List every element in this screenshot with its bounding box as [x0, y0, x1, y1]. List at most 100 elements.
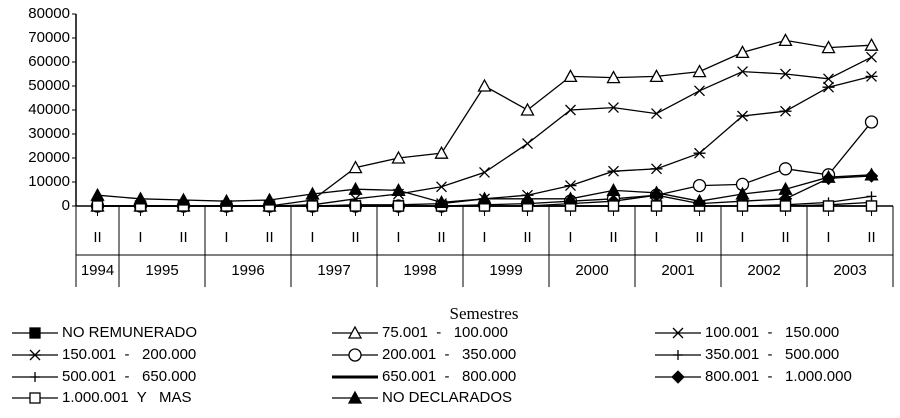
marker [736, 200, 749, 212]
x-tick-label: I [654, 229, 658, 246]
marker [735, 45, 750, 59]
legend-label: 500.001 - 650.000 [62, 368, 196, 385]
year-label: 2002 [747, 262, 780, 279]
marker [30, 372, 40, 382]
legend-label: 350.001 - 500.000 [705, 346, 839, 363]
marker [29, 392, 41, 404]
marker [436, 181, 447, 193]
y-tick-label: 40000 [28, 101, 70, 118]
x-tick-label: II [867, 229, 875, 246]
marker [694, 85, 705, 97]
marker [434, 145, 449, 159]
legend-label: 1.000.001 Y MAS [62, 389, 192, 406]
marker [864, 37, 879, 51]
marker [608, 102, 619, 114]
legend-label: 75.001 - 100.000 [382, 324, 508, 341]
marker [649, 185, 664, 199]
marker [565, 104, 576, 116]
marker [29, 327, 41, 339]
series-line [97, 75, 872, 207]
x-tick-label: I [568, 229, 572, 246]
marker [564, 180, 577, 192]
marker [347, 390, 363, 404]
marker [671, 370, 685, 384]
y-tick-label: 70000 [28, 29, 70, 46]
marker [305, 186, 320, 200]
y-tick-label: 80000 [28, 5, 70, 22]
year-label: 1999 [489, 262, 522, 279]
year-label: 1997 [317, 262, 350, 279]
marker [866, 51, 877, 63]
marker [133, 191, 148, 205]
x-tick-label: I [396, 229, 400, 246]
marker [735, 186, 750, 200]
marker [737, 66, 748, 78]
marker [563, 69, 578, 83]
x-tick-label: I [310, 229, 314, 246]
marker [520, 102, 535, 116]
marker [778, 33, 793, 47]
marker [262, 192, 277, 206]
year-label: 1994 [81, 262, 114, 279]
y-tick-label: 20000 [28, 149, 70, 166]
marker [822, 200, 835, 212]
marker [176, 192, 191, 206]
marker [91, 200, 104, 212]
year-label: 1998 [403, 262, 436, 279]
x-tick-label: I [826, 229, 830, 246]
marker [607, 200, 620, 212]
marker [349, 200, 362, 212]
marker [821, 169, 836, 183]
legend-label: 650.001 - 800.000 [382, 368, 516, 385]
legend-label: 800.001 - 1.000.000 [705, 368, 852, 385]
marker [392, 200, 405, 212]
marker [348, 160, 363, 174]
marker [692, 64, 707, 78]
marker [347, 325, 363, 339]
marker [479, 166, 490, 178]
marker [520, 191, 535, 205]
x-tick-label: II [609, 229, 617, 246]
x-tick-label: II [695, 229, 703, 246]
year-label: 2001 [661, 262, 694, 279]
marker [778, 162, 793, 176]
marker [779, 200, 792, 212]
marker [865, 70, 878, 82]
year-label: 2000 [575, 262, 608, 279]
marker [692, 193, 707, 207]
y-tick-label: 50000 [28, 77, 70, 94]
x-tick-label: II [93, 229, 101, 246]
legend-label: 100.001 - 150.000 [705, 324, 839, 341]
marker [606, 70, 621, 84]
marker [29, 349, 41, 361]
marker [864, 167, 879, 181]
x-axis-label: Semestres [450, 304, 519, 323]
marker [391, 183, 406, 197]
legend-label: NO REMUNERADO [62, 324, 197, 341]
legend-label: NO DECLARADOS [382, 389, 512, 406]
year-label: 1996 [231, 262, 264, 279]
marker [348, 181, 363, 195]
series-line [97, 39, 872, 207]
x-tick-label: II [265, 229, 273, 246]
x-tick-label: I [224, 229, 228, 246]
marker [522, 138, 533, 150]
marker [650, 163, 663, 175]
y-tick-label: 0 [62, 197, 70, 214]
marker [90, 187, 105, 201]
x-tick-label: II [351, 229, 359, 246]
marker [672, 327, 684, 339]
marker [692, 178, 707, 193]
marker [821, 40, 836, 54]
marker [477, 191, 492, 205]
x-tick-label: I [138, 229, 142, 246]
marker [780, 68, 791, 80]
y-tick-label: 10000 [28, 173, 70, 190]
x-tick-label: II [179, 229, 187, 246]
marker [649, 69, 664, 83]
marker [650, 200, 663, 212]
marker [822, 81, 835, 93]
marker [651, 108, 662, 120]
